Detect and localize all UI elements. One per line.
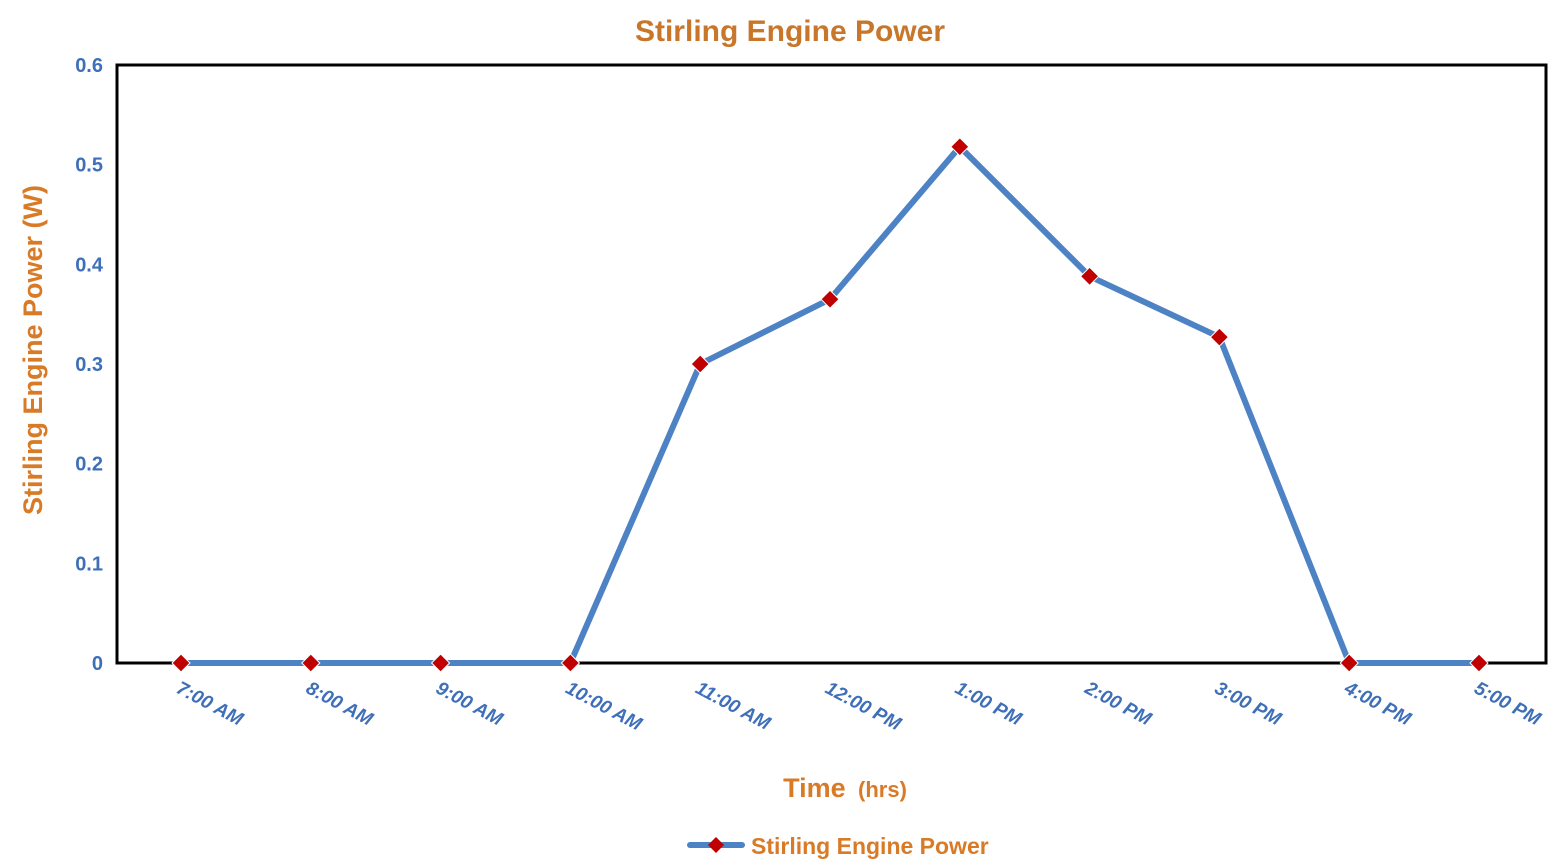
x-tick-label: 7:00 AM <box>173 678 248 731</box>
y-tick-label: 0.2 <box>75 454 103 476</box>
x-tick-label: 2:00 PM <box>1080 677 1155 730</box>
legend: Stirling Engine Power <box>687 833 989 859</box>
x-tick-label: 10:00 AM <box>562 678 646 736</box>
data-point-marker <box>950 137 970 157</box>
data-point-marker <box>1079 266 1100 287</box>
x-tick-label: 12:00 PM <box>822 678 906 736</box>
plot-area-frame <box>115 63 1548 665</box>
y-tick-label: 0.6 <box>75 55 103 77</box>
data-point-marker <box>560 653 581 673</box>
x-tick-label: 1:00 PM <box>951 678 1025 731</box>
x-axis-title-main: Time <box>783 773 846 803</box>
chart-title: Stirling Engine Power <box>635 15 945 48</box>
legend-label: Stirling Engine Power <box>751 833 989 859</box>
y-axis-ticks: 0 0.1 0.2 0.3 0.4 0.5 0.6 <box>75 55 104 675</box>
data-point-marker <box>301 653 321 673</box>
x-tick-label: 5:00 PM <box>1471 678 1545 731</box>
y-tick-label: 0.5 <box>75 155 103 177</box>
x-axis-title-unit: (hrs) <box>858 777 907 802</box>
y-axis-title: Stirling Engine Power (W) <box>18 185 48 515</box>
data-point-marker <box>1469 653 1489 673</box>
x-tick-label: 9:00 AM <box>432 678 507 731</box>
x-tick-label: 8:00 AM <box>302 678 377 731</box>
x-tick-label: 11:00 AM <box>692 678 775 735</box>
data-point-marker <box>820 289 840 309</box>
series-stirling-engine-power <box>171 137 1489 673</box>
y-tick-label: 0 <box>92 653 103 675</box>
x-tick-label: 4:00 PM <box>1340 677 1415 730</box>
x-axis-ticks: 7:00 AM 8:00 AM 9:00 AM 10:00 AM 11:00 AM 12:… <box>173 677 1545 735</box>
line-with-diamond-legend-icon <box>687 837 745 853</box>
data-point-marker <box>430 653 451 673</box>
data-point-marker <box>1209 327 1230 347</box>
data-point-marker <box>171 653 191 673</box>
y-tick-label: 0.3 <box>75 354 103 376</box>
y-tick-label: 0.4 <box>75 254 104 276</box>
data-point-marker <box>690 354 710 374</box>
x-axis-title: Time (hrs) <box>783 773 907 803</box>
x-tick-label: 3:00 PM <box>1211 678 1285 731</box>
data-point-marker <box>1339 653 1359 673</box>
series-line <box>181 143 1479 666</box>
y-tick-label: 0.1 <box>75 553 103 575</box>
